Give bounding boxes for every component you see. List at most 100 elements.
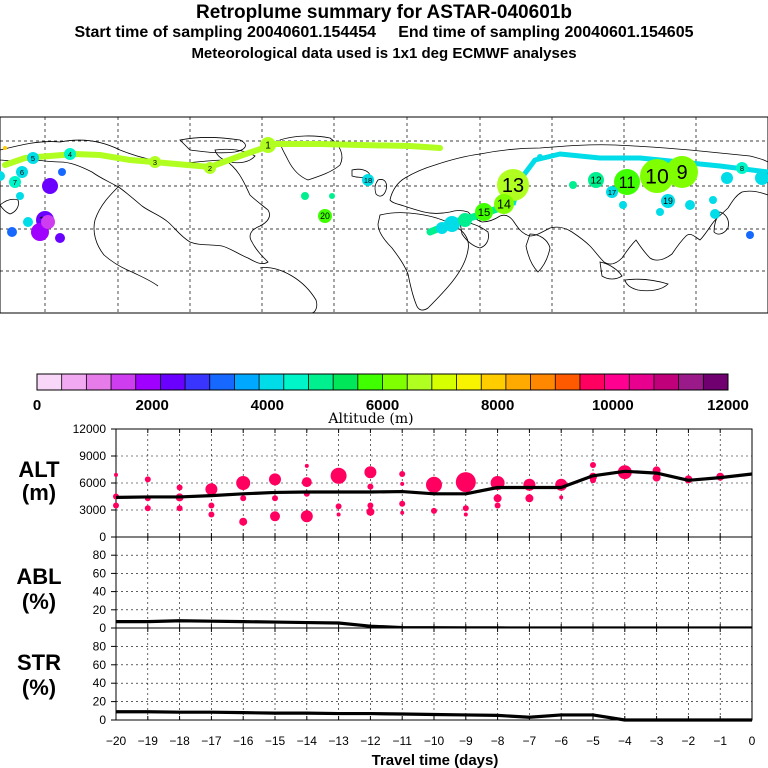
map-marker-14 bbox=[494, 194, 514, 214]
colorbar-segment bbox=[308, 374, 334, 390]
map-marker-label-5: 5 bbox=[31, 154, 35, 163]
map-marker-5 bbox=[27, 152, 39, 164]
map-frame bbox=[0, 116, 768, 314]
str-panel-label: STR bbox=[17, 650, 61, 675]
str-panel-line bbox=[116, 710, 752, 722]
colorbar-frame bbox=[36, 373, 729, 391]
map-marker-1 bbox=[260, 137, 276, 153]
colorbar-tick-label: 8000 bbox=[481, 397, 514, 414]
map-marker-label-11: 11 bbox=[619, 174, 636, 192]
map-marker-15 bbox=[475, 203, 493, 221]
alt-cluster-point bbox=[494, 502, 501, 509]
coastlines bbox=[0, 135, 768, 314]
map-marker-2 bbox=[204, 162, 216, 174]
map-marker-minor bbox=[58, 168, 66, 176]
x-tick-label: −3 bbox=[650, 734, 664, 748]
map-marker-minor bbox=[3, 146, 7, 150]
alt-cluster-point bbox=[463, 512, 468, 517]
colorbar-segment bbox=[629, 374, 655, 390]
colorbar-segment bbox=[703, 374, 729, 390]
chart-title: Retroplume summary for ASTAR-040601b bbox=[196, 2, 572, 23]
abl-panel-ytick-label: 60 bbox=[93, 566, 107, 580]
str-panel: 0 20 40 60 80 bbox=[93, 627, 753, 727]
colorbar-segment bbox=[530, 374, 556, 390]
world-map: 1234567891011121314151617181920 bbox=[0, 116, 768, 314]
colorbar-segment bbox=[431, 374, 458, 390]
colorbar-tick-label: 6000 bbox=[366, 397, 399, 414]
map-marker-minor bbox=[710, 209, 720, 219]
altitude-colorbar bbox=[36, 373, 729, 391]
alt-cluster-point bbox=[559, 495, 564, 500]
alt-cluster-point bbox=[176, 484, 183, 491]
alt-cluster-point bbox=[336, 512, 341, 517]
alt-panel-ytick-label: 3000 bbox=[79, 503, 106, 517]
alt-cluster-point bbox=[269, 473, 281, 486]
str-panel-ytick-label: 20 bbox=[93, 695, 107, 709]
map-marker-minor bbox=[537, 154, 543, 160]
map-marker-label-19: 19 bbox=[663, 196, 673, 206]
colorbar-segment bbox=[209, 374, 235, 390]
colorbar-segment bbox=[653, 374, 680, 390]
x-tick-label: −17 bbox=[201, 734, 222, 748]
alt-cluster-point bbox=[525, 494, 534, 503]
map-marker-label-20: 20 bbox=[320, 211, 330, 221]
map-marker-7 bbox=[9, 176, 21, 188]
map-marker-minor bbox=[329, 193, 335, 199]
colorbar-segment bbox=[505, 374, 532, 390]
map-marker-17 bbox=[606, 186, 618, 198]
map-marker-9 bbox=[666, 156, 698, 188]
alt-cluster-point bbox=[426, 476, 442, 493]
map-marker-label-15: 15 bbox=[478, 207, 491, 219]
colorbar-tick-label: 10000 bbox=[592, 397, 634, 414]
alt-cluster-point bbox=[400, 481, 405, 486]
x-tick-label: −6 bbox=[554, 734, 568, 748]
map-marker-label-17: 17 bbox=[608, 188, 616, 197]
x-tick-label: 0 bbox=[749, 734, 756, 748]
sampling-time-line: Start time of sampling 20040601.154454 E… bbox=[0, 24, 768, 42]
map-marker-label-6: 6 bbox=[20, 168, 24, 177]
alt-cluster-point bbox=[652, 473, 661, 482]
alt-cluster-point bbox=[304, 463, 309, 468]
alt-cluster-point bbox=[240, 495, 247, 502]
colorbar-segment bbox=[86, 374, 112, 390]
alt-panel-ytick-label: 0 bbox=[99, 530, 106, 544]
map-marker-minor bbox=[41, 215, 55, 229]
map-marker-minor bbox=[721, 172, 733, 184]
colorbar-tick-label: 4000 bbox=[251, 397, 284, 414]
map-marker-18 bbox=[362, 174, 374, 186]
map-marker-label-10: 10 bbox=[645, 165, 669, 189]
alt-panel-ytick-label: 9000 bbox=[79, 449, 106, 463]
alt-cluster-point bbox=[176, 505, 183, 512]
map-marker-4 bbox=[64, 148, 76, 160]
map-marker-minor bbox=[656, 208, 664, 216]
x-tick-label: −20 bbox=[106, 734, 127, 748]
x-tick-label: −7 bbox=[523, 734, 537, 748]
alt-panel: 0 3000 6000 9000 12000 bbox=[73, 422, 753, 544]
x-tick-label: −8 bbox=[491, 734, 505, 748]
str-panel-ytick-label: 0 bbox=[99, 713, 106, 727]
alt-panel-ytick-label: 6000 bbox=[79, 476, 106, 490]
map-marker-minor bbox=[23, 217, 33, 227]
map-marker-minor bbox=[42, 178, 58, 194]
map-marker-6 bbox=[16, 166, 28, 178]
map-marker-20 bbox=[318, 209, 332, 223]
alt-cluster-point bbox=[335, 503, 342, 510]
map-marker-minor bbox=[0, 171, 5, 181]
x-tick-label: −14 bbox=[297, 734, 318, 748]
alt-cluster-point bbox=[366, 507, 375, 516]
x-tick-label: −16 bbox=[233, 734, 254, 748]
colorbar-segment bbox=[333, 374, 359, 390]
abl-panel-ytick-label: 40 bbox=[93, 585, 107, 599]
map-marker-minor bbox=[709, 196, 717, 204]
alt-cluster-point bbox=[493, 494, 502, 503]
colorbar-segment bbox=[407, 374, 433, 390]
alt-cluster-point bbox=[590, 477, 596, 484]
met-data-label: Meteorological data used is 1x1 deg ECMW… bbox=[191, 45, 577, 62]
colorbar-segment bbox=[37, 374, 63, 390]
alt-cluster-point bbox=[114, 472, 118, 477]
colorbar-tick-label: 0 bbox=[33, 397, 41, 414]
map-marker-minor bbox=[301, 192, 309, 200]
colorbar-segment bbox=[678, 374, 704, 390]
map-marker-minor bbox=[436, 222, 448, 234]
x-tick-label: −12 bbox=[360, 734, 381, 748]
